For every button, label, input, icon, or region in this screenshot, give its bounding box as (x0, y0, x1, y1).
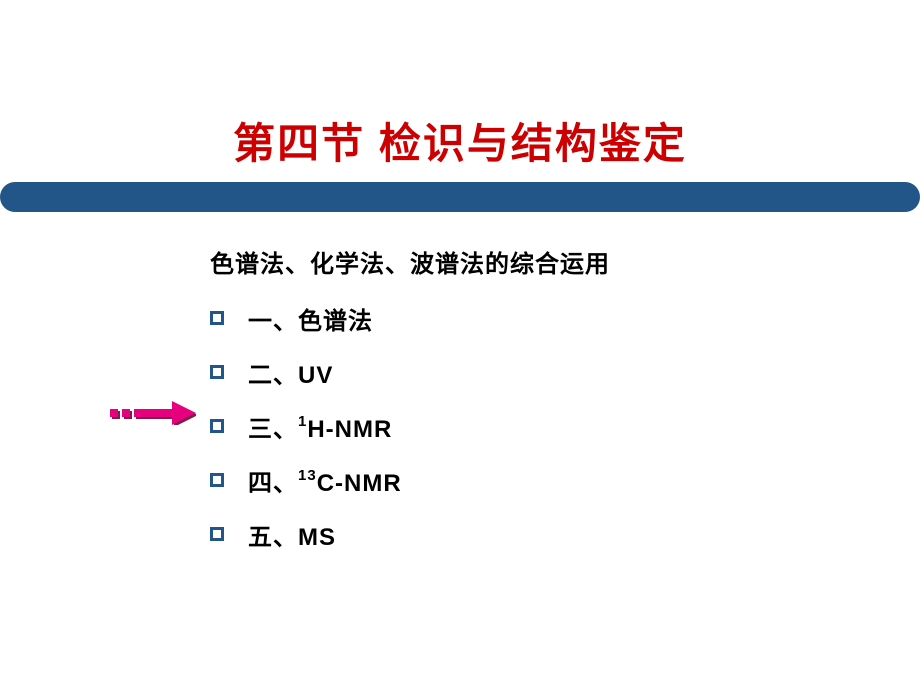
outline-list: 一、色谱法 二、UV 三、1H-NMR 四、13C-NMR 五、MS (210, 303, 610, 549)
pointer-arrow-icon (110, 401, 196, 425)
list-item: 一、色谱法 (210, 303, 610, 333)
bullet-icon (210, 527, 224, 541)
bullet-icon (210, 365, 224, 379)
subtitle: 色谱法、化学法、波谱法的综合运用 (210, 244, 610, 279)
content-block: 色谱法、化学法、波谱法的综合运用 一、色谱法 二、UV 三、1H-NMR 四、1… (210, 244, 610, 573)
list-item: 五、MS (210, 519, 610, 549)
list-item-label: 一、色谱法 (248, 301, 373, 336)
list-item-label: 二、UV (248, 355, 333, 390)
list-item: 三、1H-NMR (210, 411, 610, 441)
horizontal-rule (0, 182, 920, 212)
list-item: 四、13C-NMR (210, 465, 610, 495)
list-item-label: 五、MS (248, 517, 336, 552)
slide-title-area: 第四节 检识与结构鉴定 (0, 110, 920, 171)
bullet-icon (210, 311, 224, 325)
list-item: 二、UV (210, 357, 610, 387)
slide-title: 第四节 检识与结构鉴定 (233, 120, 687, 167)
list-item-label: 四、13C-NMR (248, 463, 402, 498)
list-item-label: 三、1H-NMR (248, 409, 392, 444)
bullet-icon (210, 473, 224, 487)
bullet-icon (210, 419, 224, 433)
